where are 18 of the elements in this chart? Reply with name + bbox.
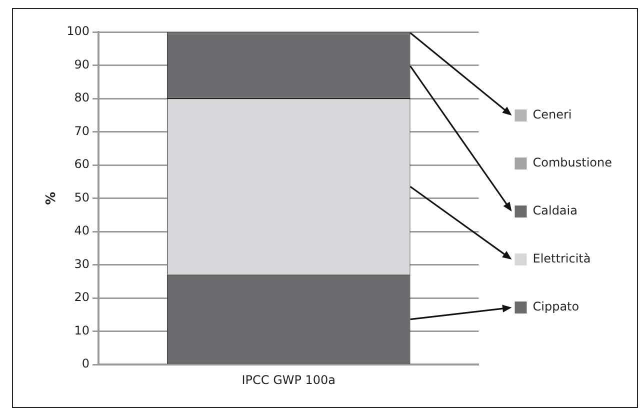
y-tick-label: 30 [74, 256, 90, 271]
y-tick-label: 60 [74, 157, 90, 172]
y-tick-label: 80 [74, 90, 90, 105]
y-tick-label: 0 [82, 356, 90, 371]
legend-label: Elettricità [532, 252, 591, 266]
y-tick-label: 90 [74, 57, 90, 72]
legend-label: Combustione [532, 156, 612, 170]
y-axis-title: % [44, 192, 60, 205]
y-tick-label: 10 [74, 323, 90, 338]
y-tick-label: 40 [74, 224, 90, 238]
y-tick-label: 70 [74, 124, 90, 138]
legend-label: Caldaia [532, 204, 578, 218]
legend-label: Ceneri [532, 108, 572, 122]
y-tick-label: 20 [74, 290, 90, 304]
y-tick-label: 50 [74, 190, 90, 204]
x-tick-label: IPCC GWP 100a [242, 372, 336, 387]
y-tick-label: 100 [66, 24, 90, 38]
legend-label: Cippato [532, 300, 580, 314]
